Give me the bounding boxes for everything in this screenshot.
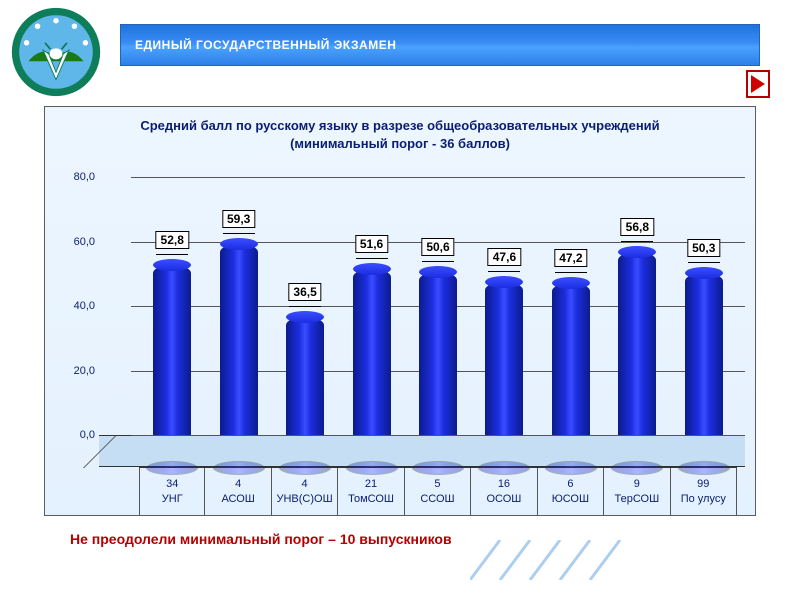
x-label-ОСОШ: 16ОСОШ	[471, 468, 537, 515]
value-label: 50,3	[687, 239, 720, 257]
x-label-ЮСОШ: 6ЮСОШ	[538, 468, 604, 515]
chart-title: Средний балл по русскому языку в разрезе…	[45, 107, 755, 158]
x-label-ССОШ: 5ССОШ	[405, 468, 471, 515]
chart-container: Средний балл по русскому языку в разрезе…	[44, 106, 756, 516]
emblem-icon	[10, 6, 102, 98]
value-label: 47,6	[488, 248, 521, 266]
x-label-По улусу: 99По улусу	[671, 468, 737, 515]
value-label: 51,6	[355, 235, 388, 253]
y-tick-label: 40,0	[65, 300, 95, 312]
y-tick-label: 20,0	[65, 365, 95, 377]
x-label-УНВ(С)ОШ: 4УНВ(С)ОШ	[272, 468, 338, 515]
chart-plot-area: 0,020,040,060,080,0 52,859,336,551,650,6…	[99, 167, 745, 467]
x-axis: 34УНГ4АСОШ4УНВ(С)ОШ21ТомСОШ5ССОШ16ОСОШ6Ю…	[139, 467, 737, 515]
x-label-УНГ: 34УНГ	[139, 468, 205, 515]
x-label-ТерСОШ: 9ТерСОШ	[604, 468, 670, 515]
value-label: 47,2	[554, 249, 587, 267]
value-label: 52,8	[156, 231, 189, 249]
value-label: 50,6	[421, 238, 454, 256]
chart-title-line2: (минимальный порог - 36 баллов)	[290, 136, 510, 151]
footer-note: Не преодолели минимальный порог – 10 вып…	[70, 530, 670, 549]
next-arrow-button[interactable]	[746, 70, 770, 98]
y-tick-label: 0,0	[65, 429, 95, 441]
value-label: 59,3	[222, 210, 255, 228]
header-title: ЕДИНЫЙ ГОСУДАРСТВЕННЫЙ ЭКЗАМЕН	[135, 38, 396, 52]
header-title-bar: ЕДИНЫЙ ГОСУДАРСТВЕННЫЙ ЭКЗАМЕН	[120, 24, 760, 66]
arrow-right-icon	[751, 75, 765, 93]
y-tick-label: 80,0	[65, 171, 95, 183]
x-label-ТомСОШ: 21ТомСОШ	[338, 468, 404, 515]
value-label: 56,8	[621, 218, 654, 236]
y-tick-label: 60,0	[65, 236, 95, 248]
value-label: 36,5	[288, 283, 321, 301]
x-label-АСОШ: 4АСОШ	[205, 468, 271, 515]
chart-title-line1: Средний балл по русскому языку в разрезе…	[140, 118, 659, 133]
